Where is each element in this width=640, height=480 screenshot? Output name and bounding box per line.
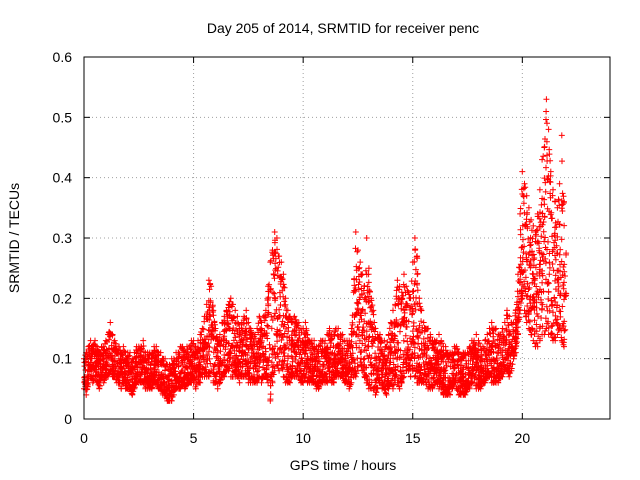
y-tick-label: 0 bbox=[64, 411, 72, 427]
y-tick-label: 0.3 bbox=[53, 230, 73, 246]
x-tick-label: 5 bbox=[190, 430, 198, 446]
x-tick-label: 0 bbox=[80, 430, 88, 446]
y-tick-label: 0.2 bbox=[53, 290, 73, 306]
y-tick-labels: 0 0.1 0.2 0.3 0.4 0.5 0.6 bbox=[53, 49, 73, 427]
y-tick-label: 0.1 bbox=[53, 351, 73, 367]
x-tick-label: 15 bbox=[405, 430, 421, 446]
data-points bbox=[81, 96, 570, 404]
x-tick-labels: 0 5 10 15 20 bbox=[80, 430, 530, 446]
y-tick-label: 0.5 bbox=[53, 109, 73, 125]
x-tick-label: 10 bbox=[295, 430, 311, 446]
x-axis-label: GPS time / hours bbox=[290, 457, 397, 473]
x-tick-label: 20 bbox=[515, 430, 531, 446]
plot-frame bbox=[83, 56, 611, 420]
chart-title: Day 205 of 2014, SRMTID for receiver pen… bbox=[207, 20, 479, 36]
y-tick-label: 0.4 bbox=[53, 170, 73, 186]
y-tick-label: 0.6 bbox=[53, 49, 73, 65]
srmtid-point-markers bbox=[81, 96, 570, 404]
y-axis-label: SRMTID / TECUs bbox=[6, 183, 22, 293]
